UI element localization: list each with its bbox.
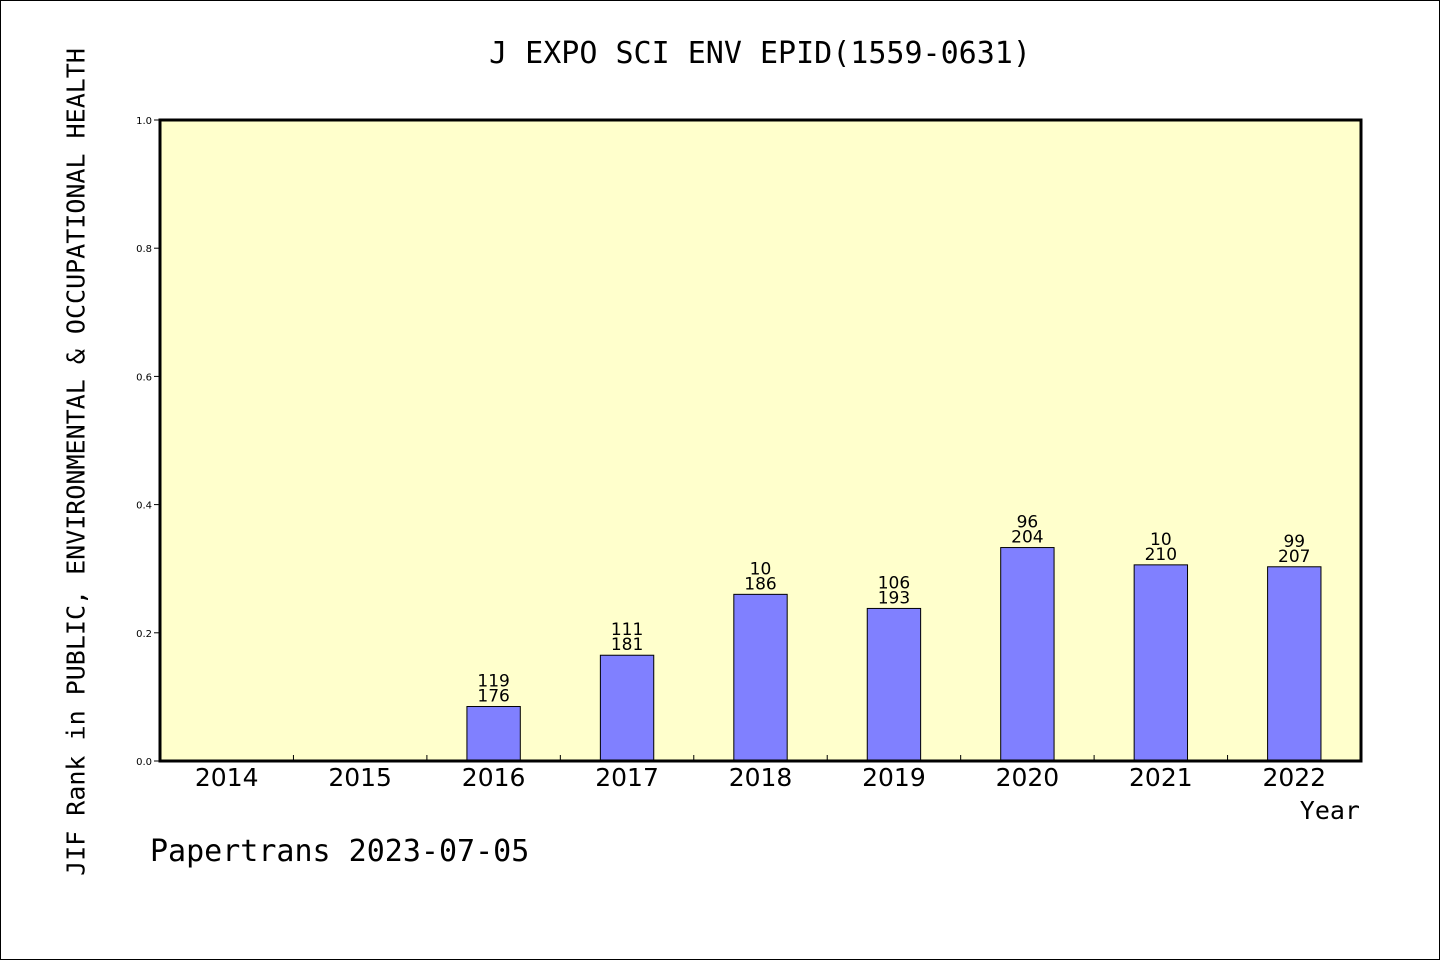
footer-text: Papertrans 2023-07-05 xyxy=(150,834,530,869)
bar-rank-label: 99 xyxy=(1283,532,1305,552)
x-tick-label: 2018 xyxy=(729,763,793,792)
y-tick-label: 1.0 xyxy=(136,116,152,127)
x-tick-label: 2015 xyxy=(328,763,392,792)
bar xyxy=(599,654,655,762)
bar xyxy=(466,706,521,762)
bar-total-label: 181 xyxy=(611,635,643,655)
y-tick-label: 0.6 xyxy=(136,372,152,383)
x-tick-label: 2022 xyxy=(1262,763,1326,792)
bar-total-label: 186 xyxy=(744,574,776,594)
bar-total-label: 207 xyxy=(1278,547,1310,567)
bar xyxy=(1133,564,1189,762)
x-tick-label: 2017 xyxy=(595,763,659,792)
bar-rank-label: 119 xyxy=(477,672,509,692)
bar xyxy=(1267,566,1322,762)
bar-rank-label: 10 xyxy=(1150,530,1172,550)
x-tick-label: 2016 xyxy=(462,763,526,792)
bar xyxy=(733,593,788,762)
x-tick-label: 2021 xyxy=(1129,763,1193,792)
y-tick-label: 0.4 xyxy=(136,501,152,512)
bar-rank-label: 106 xyxy=(878,573,910,593)
y-tick-label: 0.8 xyxy=(136,244,152,255)
plot-border xyxy=(158,118,1363,763)
bar-total-label: 210 xyxy=(1145,545,1177,565)
x-tick-label: 2020 xyxy=(996,763,1060,792)
x-tick-label: 2019 xyxy=(862,763,926,792)
bar-total-label: 193 xyxy=(878,588,910,608)
x-tick-label: 2014 xyxy=(195,763,259,792)
bar-total-label: 176 xyxy=(477,687,509,707)
chart-title: J EXPO SCI ENV EPID(1559-0631) xyxy=(489,36,1031,71)
x-axis-label: Year xyxy=(1299,796,1360,825)
bar-rank-label: 96 xyxy=(1017,513,1039,533)
bar-rank-label: 111 xyxy=(611,620,643,640)
y-tick-label: 0.2 xyxy=(136,629,152,640)
y-tick-label: 0.0 xyxy=(136,757,152,768)
bar-total-label: 204 xyxy=(1011,528,1043,548)
bar-rank-label: 10 xyxy=(750,559,772,579)
bar xyxy=(1000,547,1055,762)
bar xyxy=(866,607,922,762)
